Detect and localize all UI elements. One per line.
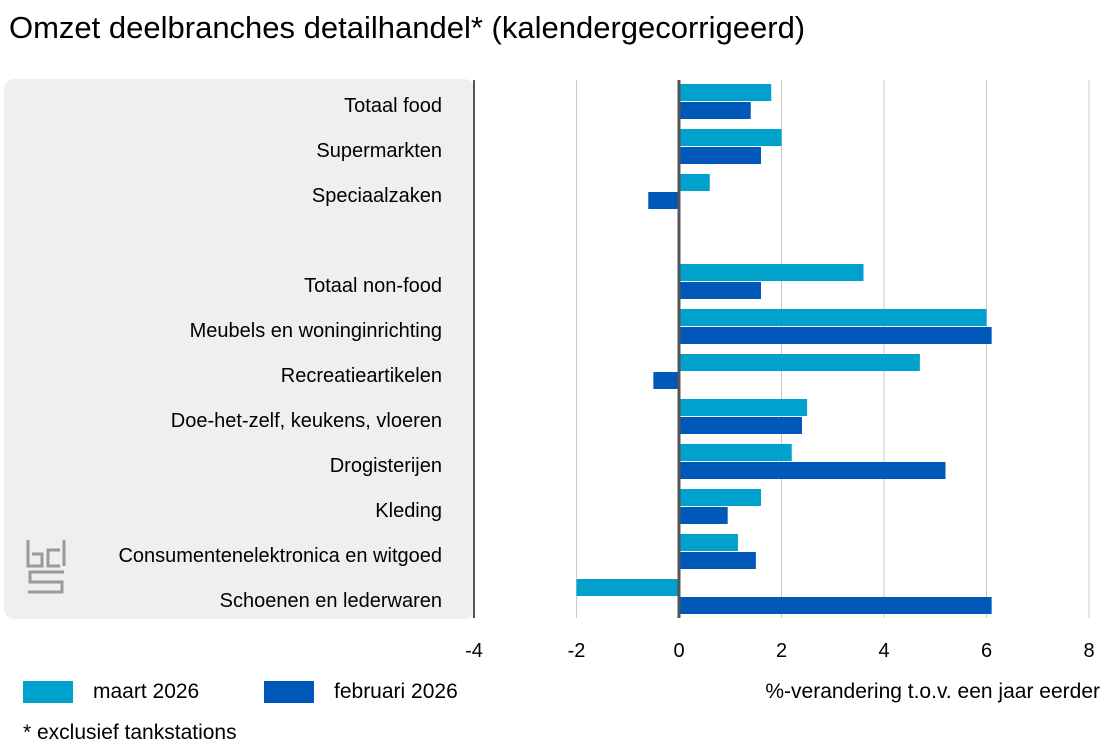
category-label: Recreatieartikelen <box>281 365 442 387</box>
x-axis-label: %-verandering t.o.v. een jaar eerder <box>765 680 1100 703</box>
x-tick-label: 4 <box>878 640 889 662</box>
category-label: Schoenen en lederwaren <box>220 590 442 612</box>
bar-series-1 <box>679 174 710 191</box>
bar-series-1 <box>679 84 772 101</box>
bar-series-1 <box>679 264 864 281</box>
legend-label-series-2: februari 2026 <box>334 680 458 703</box>
chart-title: Omzet deelbranches detailhandel* (kalend… <box>9 10 806 45</box>
legend-label-series-1: maart 2026 <box>93 680 200 703</box>
bar-series-1 <box>679 354 920 371</box>
bar-series-1 <box>576 579 679 596</box>
bar-series-1 <box>679 129 782 146</box>
category-label: Supermarkten <box>316 140 442 162</box>
bar-series-2 <box>679 102 751 119</box>
bar-series-2 <box>679 507 728 524</box>
legend-swatch-series-1 <box>23 681 73 703</box>
x-tick-label: 8 <box>1083 640 1094 662</box>
bar-series-1 <box>679 489 761 506</box>
bar-series-2 <box>679 327 992 344</box>
category-label: Consumentenelektronica en witgoed <box>118 545 442 567</box>
category-label: Totaal food <box>344 95 442 117</box>
bar-series-1 <box>679 309 987 326</box>
bar-series-2 <box>653 372 679 389</box>
category-panel <box>4 79 474 619</box>
x-tick-label: 6 <box>981 640 992 662</box>
x-tick-label: -4 <box>465 640 483 662</box>
bar-series-2 <box>679 147 761 164</box>
bar-series-2 <box>679 417 802 434</box>
bar-series-1 <box>679 399 808 416</box>
bar-series-2 <box>679 597 992 614</box>
x-tick-label: 2 <box>776 640 787 662</box>
legend-item-series-2: februari 2026 <box>264 678 458 706</box>
category-label: Kleding <box>375 500 442 522</box>
footnote: * exclusief tankstations <box>23 721 237 744</box>
bar-series-2 <box>648 192 679 209</box>
category-label: Meubels en woninginrichting <box>190 320 442 342</box>
category-label: Doe-het-zelf, keukens, vloeren <box>171 410 442 432</box>
category-label: Drogisterijen <box>330 455 442 477</box>
bar-series-1 <box>679 534 738 551</box>
bar-chart: -4 -2 0 2 4 6 8 Totaal food Supermarkten Speciaal… <box>118 80 1095 662</box>
bar-series-1 <box>679 444 792 461</box>
x-tick-label: -2 <box>568 640 586 662</box>
bar-series-2 <box>679 282 761 299</box>
cbs-logo-icon <box>24 538 68 601</box>
legend-swatch-series-2 <box>264 681 314 703</box>
x-tick-label: 0 <box>673 640 684 662</box>
bar-series-2 <box>679 552 756 569</box>
legend-item-series-1: maart 2026 <box>23 678 199 706</box>
bar-series-2 <box>679 462 946 479</box>
category-label: Speciaalzaken <box>312 185 442 207</box>
category-label: Totaal non-food <box>304 275 442 297</box>
